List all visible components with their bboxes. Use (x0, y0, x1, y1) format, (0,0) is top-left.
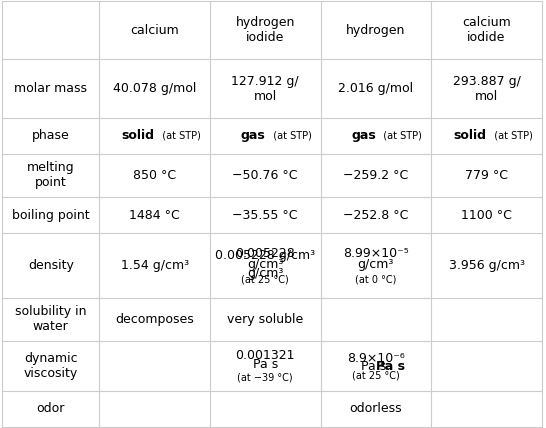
Text: −252.8 °C: −252.8 °C (343, 208, 408, 222)
Text: 779 °C: 779 °C (465, 169, 508, 182)
Text: g/cm³: g/cm³ (358, 258, 394, 271)
Text: Pa s: Pa s (376, 360, 405, 372)
Text: g/cm³: g/cm³ (247, 267, 283, 280)
Text: g/cm³: g/cm³ (247, 258, 283, 271)
Text: gas: gas (351, 129, 376, 142)
Text: 127.912 g/
mol: 127.912 g/ mol (232, 74, 299, 102)
Text: solid: solid (454, 129, 486, 142)
Text: phase: phase (32, 129, 69, 142)
Text: odorless: odorless (349, 402, 402, 416)
Text: 1.54 g/cm³: 1.54 g/cm³ (121, 259, 189, 272)
Text: (at STP): (at STP) (156, 131, 201, 141)
Text: solubility in
water: solubility in water (15, 305, 86, 333)
Text: decomposes: decomposes (115, 313, 194, 326)
Text: 8.9×10⁻⁶: 8.9×10⁻⁶ (347, 352, 405, 365)
Text: boiling point: boiling point (12, 208, 90, 222)
Text: hydrogen
iodide: hydrogen iodide (235, 16, 295, 45)
Text: (at 25 °C): (at 25 °C) (241, 275, 289, 285)
Text: 8.99×10⁻⁵: 8.99×10⁻⁵ (343, 247, 409, 260)
Text: (at STP): (at STP) (377, 131, 423, 141)
Text: (at STP): (at STP) (267, 131, 312, 141)
Text: (at −39 °C): (at −39 °C) (238, 372, 293, 382)
Text: calcium: calcium (130, 24, 179, 37)
Text: 293.887 g/
mol: 293.887 g/ mol (453, 74, 520, 102)
Text: (at 0 °C): (at 0 °C) (355, 275, 396, 285)
Text: 1100 °C: 1100 °C (461, 208, 512, 222)
Text: dynamic
viscosity: dynamic viscosity (23, 352, 78, 380)
Text: Pa s: Pa s (253, 359, 278, 372)
Text: 0.001321: 0.001321 (235, 349, 295, 363)
Text: (at STP): (at STP) (488, 131, 533, 141)
Text: density: density (28, 259, 74, 272)
Text: 3.956 g/cm³: 3.956 g/cm³ (448, 259, 525, 272)
Text: −35.55 °C: −35.55 °C (233, 208, 298, 222)
Text: hydrogen: hydrogen (346, 24, 406, 37)
Text: solid: solid (122, 129, 155, 142)
Text: melting
point: melting point (27, 161, 74, 189)
Text: 1484 °C: 1484 °C (129, 208, 180, 222)
Text: molar mass: molar mass (14, 82, 87, 95)
Text: odor: odor (37, 402, 65, 416)
Text: Pa s: Pa s (360, 360, 386, 372)
Text: 850 °C: 850 °C (133, 169, 176, 182)
Text: (at 25 °C): (at 25 °C) (352, 370, 400, 380)
Text: 40.078 g/mol: 40.078 g/mol (113, 82, 196, 95)
Text: calcium
iodide: calcium iodide (462, 16, 511, 45)
Text: 0.005228: 0.005228 (235, 247, 295, 260)
Text: 0.005228 g/cm³: 0.005228 g/cm³ (215, 250, 315, 262)
Text: −50.76 °C: −50.76 °C (233, 169, 298, 182)
Text: very soluble: very soluble (227, 313, 304, 326)
Text: 2.016 g/mol: 2.016 g/mol (339, 82, 413, 95)
Text: −259.2 °C: −259.2 °C (343, 169, 408, 182)
Text: gas: gas (240, 129, 265, 142)
